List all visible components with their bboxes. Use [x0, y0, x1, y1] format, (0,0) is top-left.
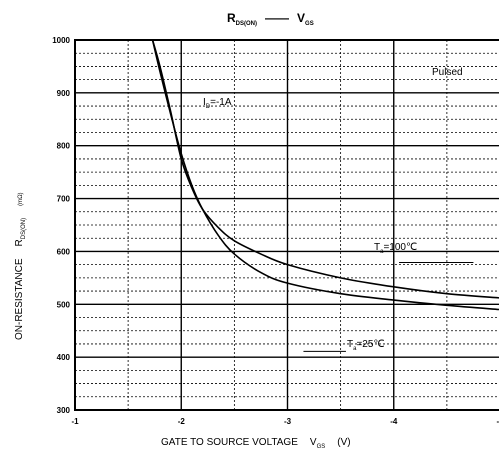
x-tick-labels: -1 -2 -3 -4 -5: [71, 417, 499, 426]
series-group: [151, 39, 499, 352]
y-axis-var: R: [14, 239, 25, 246]
x-axis-var-sub: GS: [317, 444, 326, 450]
ta100-sub: a: [380, 249, 384, 255]
pulsed-label: Pulsed: [432, 67, 463, 78]
ta100-symbol: T: [374, 242, 380, 253]
ta25-rest: =25℃: [356, 339, 384, 350]
x-axis-var: V: [310, 437, 317, 448]
title-rds-symbol: R: [227, 11, 236, 25]
id-label: ID=-1A: [203, 97, 232, 110]
ta100-rest: =100℃: [383, 242, 417, 253]
title-vgs-symbol: V: [297, 11, 305, 25]
y-tick-label: 800: [57, 142, 71, 151]
y-tick-label: 1000: [52, 36, 70, 45]
x-tick-label: -1: [71, 417, 79, 426]
x-tick-label: -2: [178, 417, 186, 426]
id-rest: =-1A: [210, 97, 232, 108]
ta100-label: Ta=100℃: [374, 242, 417, 255]
title-vgs-sub: GS: [305, 21, 314, 27]
y-tick-labels: 300 400 500 600 700 800 900 1000: [52, 36, 70, 415]
x-tick-label: -5: [496, 417, 499, 426]
y-tick-label: 900: [57, 89, 71, 98]
y-tick-label: 400: [57, 353, 71, 362]
x-axis-label-main: GATE TO SOURCE VOLTAGE: [161, 437, 298, 448]
chart-title: RDS(ON) —— VGS: [227, 11, 314, 27]
y-axis-unit: (mΩ): [18, 192, 24, 205]
x-tick-label: -4: [390, 417, 398, 426]
y-axis-var-sub: DS(ON): [21, 218, 27, 239]
plot-frame: [74, 39, 499, 411]
ta25-symbol: T: [347, 339, 353, 350]
y-tick-label: 700: [57, 195, 71, 204]
id-sub: D: [206, 104, 211, 110]
title-rds-sub: DS(ON): [236, 21, 257, 27]
id-symbol: I: [203, 97, 206, 108]
y-tick-label: 300: [57, 406, 71, 415]
ta25-label: Ta=25℃: [347, 339, 385, 352]
ta25-sub: a: [353, 346, 357, 352]
y-tick-label: 500: [57, 300, 71, 309]
y-axis-label-main: ON-RESISTANCE: [14, 258, 25, 340]
x-tick-label: -3: [284, 417, 292, 426]
series-line-2: [151, 39, 499, 299]
y-axis-label: ON-RESISTANCE RDS(ON) (mΩ): [14, 192, 27, 340]
y-tick-label: 600: [57, 247, 71, 256]
x-axis-unit: (V): [337, 437, 350, 448]
grid: [74, 39, 499, 411]
title-dash: ——: [265, 11, 289, 25]
x-axis-label: GATE TO SOURCE VOLTAGE VGS (V): [161, 437, 351, 450]
